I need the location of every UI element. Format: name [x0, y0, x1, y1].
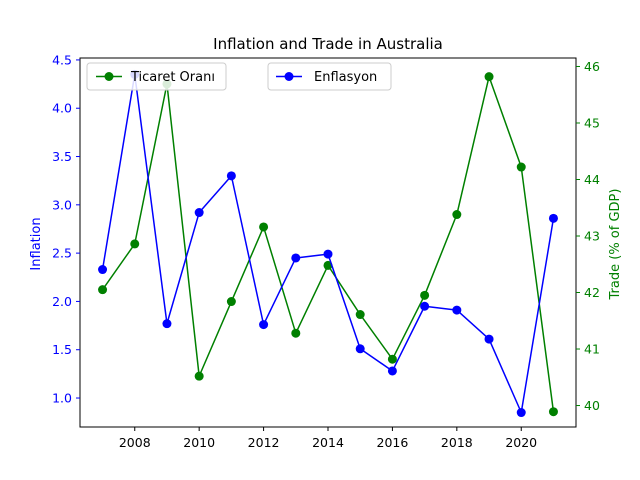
data-point-trade	[259, 222, 269, 232]
data-point-trade	[387, 354, 397, 364]
data-point-inflation	[323, 249, 333, 259]
y-axis-right-title: Trade (% of GDP)	[608, 189, 623, 301]
series-layer	[98, 69, 558, 418]
data-point-trade	[291, 328, 301, 338]
y-right-tick-label: 44	[584, 172, 600, 187]
x-tick-label: 2018	[441, 435, 473, 450]
series-line-trade	[101, 75, 555, 412]
data-point-inflation	[452, 305, 462, 315]
x-tick-label: 2008	[119, 435, 151, 450]
data-point-inflation	[484, 334, 494, 344]
data-point-trade	[420, 290, 430, 300]
y-right-tick-label: 42	[584, 285, 600, 300]
legend-inflation-marker-swatch	[284, 72, 294, 81]
data-point-trade	[130, 239, 140, 249]
y-left-tick-label: 3.0	[52, 197, 72, 212]
data-point-trade	[548, 407, 558, 417]
data-point-trade	[194, 371, 204, 381]
y-axis-left-title: Inflation	[29, 217, 44, 270]
data-point-inflation	[162, 319, 172, 329]
legend-trade-marker-swatch	[104, 72, 114, 81]
y-right-tick-label: 41	[584, 342, 600, 357]
x-tick-label: 2014	[312, 435, 344, 450]
data-point-inflation	[387, 366, 397, 376]
y-right-tick-label: 40	[584, 398, 600, 413]
legend-inflation-label: Enflasyon	[314, 70, 377, 85]
y-axis-left: 1.0 1.5 2.0 2.5 3.0 3.5 4.0 4.5	[52, 52, 80, 406]
chart-title: Inflation and Trade in Australia	[213, 35, 443, 53]
series-line-inflation	[101, 73, 555, 414]
x-tick-label: 2020	[505, 435, 537, 450]
y-left-tick-label: 2.0	[52, 294, 72, 309]
legend-inflation: Enflasyon	[267, 62, 392, 91]
data-point-inflation	[259, 320, 269, 330]
data-point-trade	[355, 310, 365, 320]
y-right-tick-label: 43	[584, 229, 600, 244]
legend-trade-label: Ticaret Oranı	[130, 70, 215, 85]
y-left-tick-label: 2.5	[52, 246, 72, 261]
x-tick-label: 2010	[183, 435, 215, 450]
legend-trade: Ticaret Oranı	[86, 62, 227, 91]
x-tick-label: 2016	[377, 435, 409, 450]
data-point-trade	[226, 297, 236, 307]
data-point-inflation	[355, 344, 365, 354]
data-point-trade	[323, 260, 333, 270]
data-point-inflation	[516, 408, 526, 418]
y-left-tick-label: 4.0	[52, 101, 72, 116]
legend-inflation-box	[267, 62, 392, 91]
data-point-inflation	[548, 213, 558, 223]
data-point-inflation	[226, 171, 236, 181]
y-left-tick-label: 1.5	[52, 342, 72, 357]
y-left-tick-label: 3.5	[52, 149, 72, 164]
data-point-inflation	[420, 301, 430, 311]
data-point-inflation	[194, 208, 204, 218]
y-left-tick-label: 1.0	[52, 391, 72, 406]
data-point-inflation	[98, 265, 108, 275]
y-axis-right: 40 41 42 43 44 45 46	[576, 59, 600, 413]
x-axis: 2008 2010 2012 2014 2016 2018 2020	[119, 427, 537, 450]
legend-trade-box	[86, 62, 227, 91]
data-point-inflation	[291, 253, 301, 263]
x-tick-label: 2012	[248, 435, 280, 450]
data-point-trade	[516, 162, 526, 172]
data-point-trade	[484, 72, 494, 82]
data-point-trade	[98, 285, 108, 295]
data-point-trade	[452, 210, 462, 220]
y-left-tick-label: 4.5	[52, 52, 72, 67]
y-right-tick-label: 46	[584, 59, 600, 74]
y-right-tick-label: 45	[584, 115, 600, 130]
